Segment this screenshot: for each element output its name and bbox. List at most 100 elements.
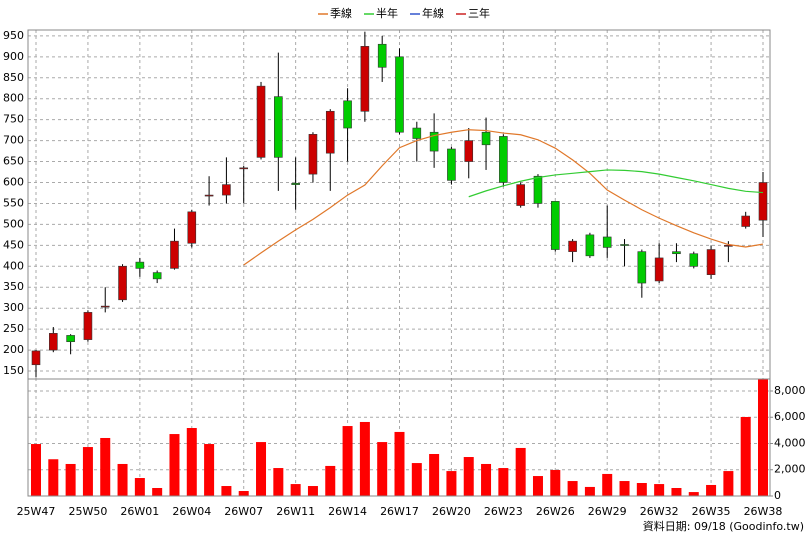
footnote: 資料日期: 09/18 (Goodinfo.tw) bbox=[643, 519, 804, 533]
y-tick-label: 150 bbox=[3, 364, 24, 377]
candle-body bbox=[550, 201, 560, 250]
volume-bar bbox=[377, 442, 388, 496]
candle-body bbox=[516, 184, 525, 206]
legend-label: 半年 bbox=[376, 6, 398, 20]
volume-bar bbox=[186, 428, 197, 496]
volume-bar bbox=[100, 437, 111, 496]
candle-body bbox=[637, 251, 647, 284]
y-tick-label: 550 bbox=[3, 196, 24, 209]
candle-body bbox=[152, 272, 162, 280]
y-tick-label: 700 bbox=[3, 134, 24, 147]
x-tick-label: 26W01 bbox=[120, 505, 159, 518]
y2-tick-label: 0 bbox=[774, 489, 781, 502]
legend: 季線 半年 年線 三年 bbox=[318, 6, 490, 20]
x-tick-label: 26W11 bbox=[276, 505, 315, 518]
candle-body bbox=[343, 100, 352, 129]
volume-bar bbox=[411, 463, 422, 496]
candle-body bbox=[377, 43, 387, 68]
volume-bar bbox=[567, 481, 578, 496]
y2-tick-label: 4,000 bbox=[774, 436, 806, 449]
candle-body bbox=[429, 131, 439, 152]
volume-bar bbox=[706, 484, 717, 496]
volume-bar bbox=[584, 486, 595, 496]
candle-body bbox=[533, 175, 543, 204]
candle-body bbox=[412, 127, 422, 139]
volume-bar bbox=[654, 484, 665, 496]
candle-body bbox=[256, 85, 266, 158]
ma-line bbox=[243, 129, 764, 266]
x-tick-label: 25W50 bbox=[68, 505, 107, 518]
x-tick-label: 25W47 bbox=[17, 505, 56, 518]
ma-line bbox=[468, 169, 764, 198]
volume-bar bbox=[290, 484, 301, 496]
candle-body bbox=[239, 167, 249, 170]
marks bbox=[31, 31, 768, 496]
volume-bar bbox=[238, 491, 249, 496]
candle-body bbox=[602, 236, 612, 248]
candle-body bbox=[83, 312, 93, 340]
plot-frame bbox=[27, 29, 771, 497]
candle-body bbox=[100, 305, 110, 308]
volume-bar bbox=[740, 416, 751, 496]
candle-body bbox=[291, 183, 300, 185]
y2-tick-label: 2,000 bbox=[774, 463, 806, 476]
legend-label: 年線 bbox=[422, 6, 444, 20]
volume-bar bbox=[204, 444, 215, 496]
volume-bar bbox=[325, 465, 336, 496]
volume-bar bbox=[688, 492, 699, 496]
y-tick-label: 650 bbox=[3, 155, 24, 168]
y-tick-label: 750 bbox=[3, 113, 24, 126]
candle-body bbox=[118, 265, 127, 301]
volume-bar bbox=[498, 468, 509, 496]
volume-bar bbox=[256, 442, 267, 496]
volume-bar bbox=[446, 471, 457, 496]
legend-label: 三年 bbox=[468, 6, 490, 20]
grid: 150 200 250 300 350 400 450 500 550 600 650 700 750 8… bbox=[3, 29, 806, 518]
candle-body bbox=[222, 184, 231, 196]
volume-bar bbox=[550, 470, 561, 496]
y-tick-label: 800 bbox=[3, 92, 24, 105]
candle-body bbox=[585, 234, 595, 257]
x-tick-label: 26W23 bbox=[484, 505, 523, 518]
volume-bar bbox=[82, 447, 93, 496]
candle-body bbox=[689, 253, 699, 267]
volume-bar bbox=[273, 468, 284, 496]
candle-body bbox=[620, 244, 629, 246]
candle-body bbox=[568, 240, 577, 252]
volume-bar bbox=[758, 379, 768, 496]
y-tick-label: 600 bbox=[3, 176, 24, 189]
candle-body bbox=[325, 110, 335, 154]
x-tick-label: 26W26 bbox=[536, 505, 575, 518]
y-tick-label: 900 bbox=[3, 50, 24, 63]
x-tick-label: 26W07 bbox=[224, 505, 263, 518]
x-tick-label: 26W17 bbox=[380, 505, 419, 518]
y-tick-label: 500 bbox=[3, 217, 24, 230]
candle-body bbox=[724, 245, 733, 247]
volume-bar bbox=[48, 459, 59, 496]
candle-body bbox=[672, 251, 681, 255]
y-tick-label: 350 bbox=[3, 280, 24, 293]
candle-body bbox=[31, 350, 41, 366]
volume-bar bbox=[619, 481, 630, 496]
y-tick-label: 450 bbox=[3, 238, 24, 251]
candle-body bbox=[135, 261, 145, 269]
y-tick-label: 300 bbox=[3, 301, 24, 314]
y-tick-label: 200 bbox=[3, 343, 24, 356]
x-tick-label: 26W20 bbox=[432, 505, 471, 518]
volume-bar bbox=[134, 478, 145, 496]
candle-body bbox=[360, 46, 370, 112]
volume-bar bbox=[463, 457, 474, 496]
candle-body bbox=[187, 211, 197, 244]
y-tick-label: 250 bbox=[3, 322, 24, 335]
volume-bar bbox=[602, 473, 613, 496]
x-tick-label: 26W14 bbox=[328, 505, 367, 518]
volume-bar bbox=[342, 426, 353, 496]
volume-bar bbox=[31, 444, 41, 496]
y2-tick-label: 6,000 bbox=[774, 410, 806, 423]
volume-bar bbox=[723, 471, 734, 496]
x-tick-label: 26W04 bbox=[172, 505, 211, 518]
candle-body bbox=[464, 140, 474, 162]
volume-bar bbox=[359, 421, 370, 496]
